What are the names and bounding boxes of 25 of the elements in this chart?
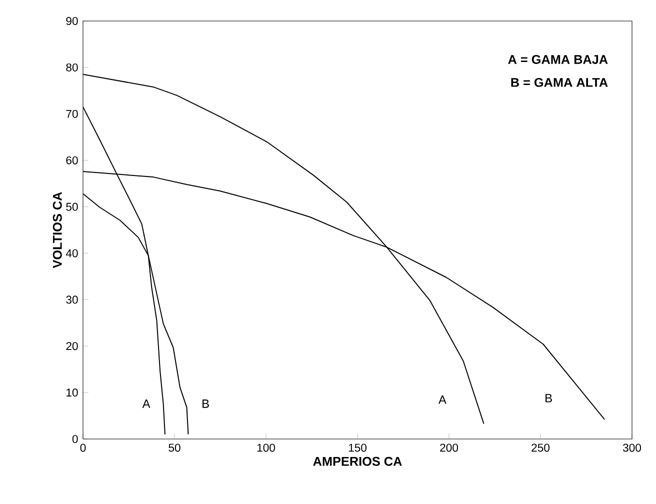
series-label: B <box>202 400 209 408</box>
y-axis-title: VOLTIOS CA <box>52 192 62 268</box>
annotation: A = GAMA BAJA <box>508 54 608 64</box>
y-tick-label: 50 <box>66 202 78 211</box>
y-tick-label: 10 <box>66 388 78 397</box>
y-tick-label: 70 <box>66 110 78 118</box>
x-tick-label: 100 <box>257 444 276 452</box>
x-tick-label: 250 <box>532 444 550 452</box>
y-tick-label: 80 <box>66 63 78 72</box>
y-tick-label: 30 <box>66 296 78 304</box>
y-tick-label: 40 <box>66 249 78 258</box>
x-tick-label: 0 <box>80 444 86 452</box>
y-tick-label: 60 <box>66 156 78 164</box>
annotation: B = GAMA ALTA <box>511 78 608 87</box>
x-axis-title: AMPERIOS CA <box>313 456 402 466</box>
y-tick-label: 20 <box>66 342 78 350</box>
text: B <box>546 394 552 402</box>
y-tick-label: 90 <box>66 17 78 26</box>
x-tick-label: 150 <box>348 444 367 452</box>
x-tick-label: 50 <box>168 444 180 452</box>
x-tick-label: 200 <box>440 444 458 452</box>
x-tick-label: 300 <box>622 444 642 452</box>
series-label: A <box>142 400 150 408</box>
text: A <box>438 396 446 404</box>
y-tick-label: 0 <box>72 434 78 444</box>
